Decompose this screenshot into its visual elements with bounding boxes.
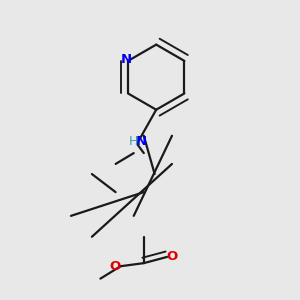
Text: N: N xyxy=(121,53,132,67)
Text: O: O xyxy=(167,250,178,262)
Text: O: O xyxy=(110,260,121,273)
Text: N: N xyxy=(135,135,147,148)
Text: H: H xyxy=(128,135,138,148)
